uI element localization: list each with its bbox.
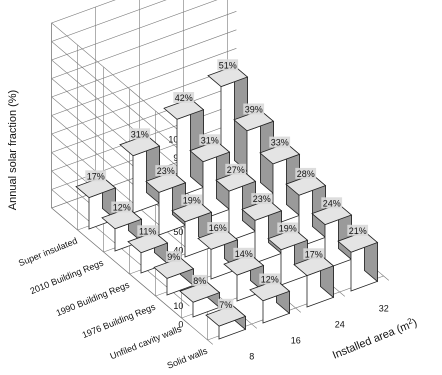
- data-label: 31%: [201, 135, 219, 145]
- bar: 24%: [311, 197, 353, 270]
- data-label: 12%: [261, 275, 279, 285]
- data-label-bg: [243, 103, 265, 115]
- series-label: Super insulated: [17, 236, 79, 269]
- data-label-bg: [181, 194, 203, 206]
- bars: 17% 31% 42% 51% 12% 23% 31% 39% 11% 19% 27% 33% 9% 16…: [75, 59, 379, 340]
- bar: 21%: [337, 224, 379, 292]
- bar: 33%: [259, 136, 301, 226]
- data-label: 17%: [305, 249, 323, 259]
- y-tick-label: 10: [173, 301, 183, 311]
- data-label: 17%: [87, 171, 105, 181]
- series-label: 2010 Building Regs: [29, 257, 106, 296]
- data-label: 16%: [209, 223, 227, 233]
- x-tick-label: 8: [249, 351, 254, 361]
- y-tick-label: 50: [173, 227, 183, 237]
- y-tick-label: 100: [168, 135, 183, 145]
- bar: 12%: [249, 273, 291, 324]
- bar: 31%: [189, 134, 231, 220]
- y-axis-label: Annual solar fraction (%): [7, 90, 19, 210]
- bar: 7%: [205, 298, 247, 340]
- data-label-bg: [199, 134, 221, 146]
- x-axis-label-close: ): [411, 317, 419, 330]
- series-label: Solid walls: [166, 345, 210, 370]
- bar: 14%: [223, 247, 265, 302]
- data-label-bg: [259, 273, 281, 285]
- data-label: 11%: [139, 226, 156, 236]
- floor-gridline: [51, 207, 213, 345]
- data-label-bg: [321, 197, 343, 209]
- data-label: 12%: [113, 203, 131, 213]
- data-label-bg: [225, 163, 247, 175]
- data-label-bg: [129, 128, 151, 140]
- series-label: 1990 Building Regs: [55, 279, 132, 318]
- data-label: 42%: [175, 93, 193, 103]
- data-label: 23%: [157, 166, 175, 176]
- x-axis-ticks: 8 16 24 32: [249, 303, 389, 361]
- x-tick-label: 32: [379, 303, 389, 313]
- data-label-bg: [251, 193, 273, 205]
- data-label-bg: [137, 225, 159, 237]
- data-label: 9%: [167, 252, 180, 262]
- series-label: 1976 Building Regs: [81, 301, 158, 340]
- data-label-bg: [155, 165, 177, 177]
- data-label: 24%: [323, 198, 341, 208]
- data-label-bg: [217, 59, 239, 71]
- data-label-bg: [277, 222, 299, 234]
- data-label: 14%: [235, 249, 253, 259]
- data-label-bg: [192, 274, 208, 286]
- data-label: 27%: [227, 165, 245, 175]
- data-label: 51%: [219, 60, 237, 70]
- data-label-bg: [218, 298, 234, 310]
- bar: 27%: [215, 163, 257, 242]
- data-label-bg: [295, 167, 317, 179]
- data-label: 19%: [183, 196, 201, 206]
- bar: 31%: [119, 128, 161, 214]
- data-label: 28%: [297, 169, 315, 179]
- x-tick-label: 16: [291, 335, 301, 345]
- data-label-bg: [111, 201, 133, 213]
- data-label-bg: [233, 247, 255, 259]
- series-label: Unfiled cavity walls: [109, 323, 184, 361]
- bar: 17%: [293, 248, 335, 308]
- bar: 42%: [163, 92, 205, 198]
- data-label-bg: [269, 136, 291, 148]
- y-tick-label: 0: [178, 320, 183, 330]
- data-label-bg: [173, 92, 195, 103]
- bar: 19%: [267, 222, 309, 286]
- data-label: 7%: [219, 300, 232, 310]
- x-tick-label: 24: [335, 319, 345, 329]
- y-tick-label: 40: [173, 246, 183, 256]
- data-label: 39%: [245, 105, 263, 115]
- data-label-bg: [347, 224, 369, 236]
- data-label: 23%: [253, 194, 271, 204]
- data-label: 8%: [193, 276, 206, 286]
- data-label: 33%: [271, 138, 289, 148]
- data-label: 21%: [349, 226, 367, 236]
- data-label-bg: [85, 170, 107, 182]
- data-label: 19%: [279, 224, 297, 234]
- data-label-bg: [166, 251, 182, 263]
- bar: 9%: [153, 251, 195, 296]
- data-label: 31%: [131, 129, 149, 139]
- data-label-bg: [207, 222, 229, 234]
- x-axis-label-superscript: 2: [406, 316, 414, 326]
- data-label-bg: [303, 248, 325, 260]
- bar: 8%: [179, 274, 221, 318]
